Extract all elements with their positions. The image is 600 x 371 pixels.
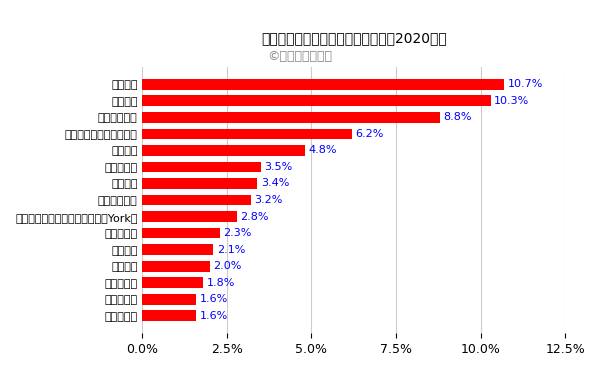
Text: 10.7%: 10.7% [508,79,543,89]
Text: 3.4%: 3.4% [261,178,289,188]
Text: 3.5%: 3.5% [264,162,292,172]
Text: 10.3%: 10.3% [494,96,529,106]
Bar [142,195,251,206]
Bar [142,278,203,288]
Bar [142,311,196,321]
Text: 2.1%: 2.1% [217,244,245,255]
Bar [142,112,440,123]
Bar [142,162,261,172]
Text: 1.8%: 1.8% [206,278,235,288]
Bar [142,211,237,222]
Text: 2.3%: 2.3% [224,228,252,238]
Text: 8.8%: 8.8% [443,112,472,122]
Bar [142,244,214,255]
Text: 1.6%: 1.6% [200,294,228,304]
Bar [142,294,196,305]
Bar [142,228,220,239]
Bar [142,95,491,106]
Text: 4.8%: 4.8% [308,145,337,155]
Text: ©業界再編の動向: ©業界再編の動向 [268,50,332,63]
Text: 1.6%: 1.6% [200,311,228,321]
Bar [142,79,504,90]
Bar [142,145,305,156]
Text: 6.2%: 6.2% [355,129,384,139]
Bar [142,178,257,189]
Bar [142,128,352,139]
Bar [142,261,210,272]
Text: 2.0%: 2.0% [214,261,242,271]
Title: 空調・エアコン業界の世界シェア（2020年）: 空調・エアコン業界の世界シェア（2020年） [261,31,446,45]
Text: 3.2%: 3.2% [254,195,283,205]
Text: 2.8%: 2.8% [241,211,269,221]
